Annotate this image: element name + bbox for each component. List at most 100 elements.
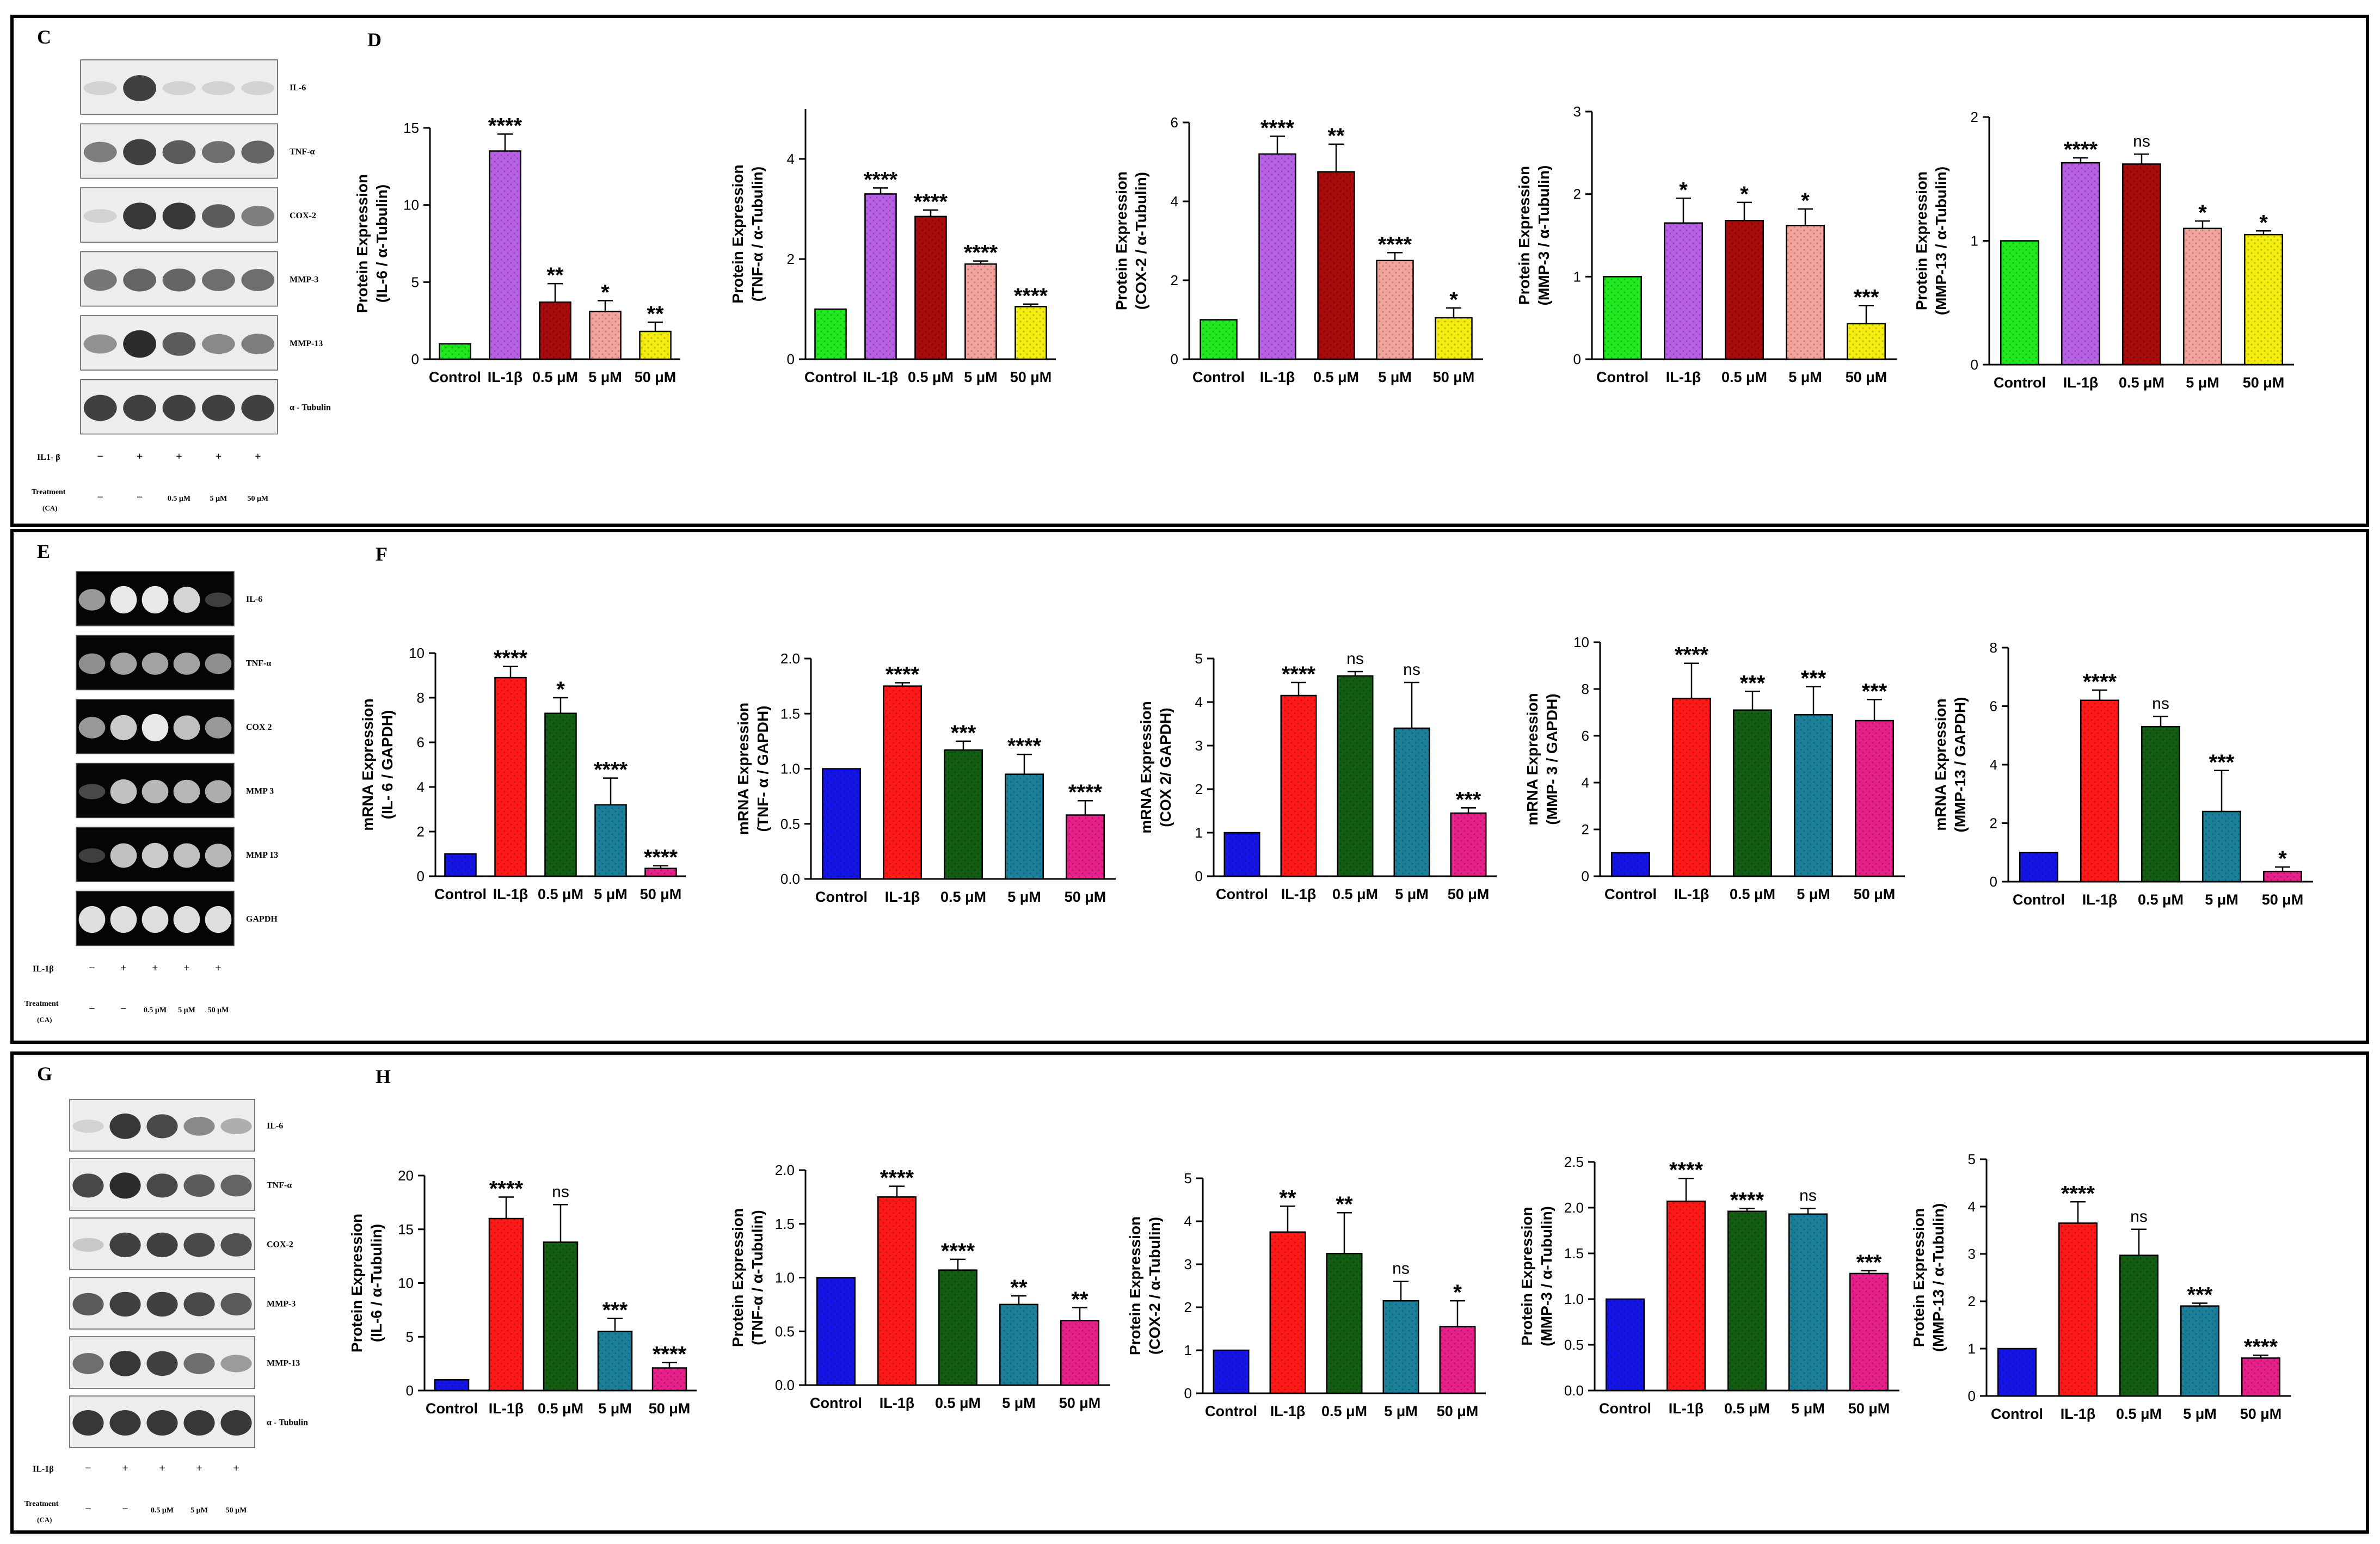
blot-band (78, 653, 106, 674)
blot-band (83, 209, 117, 223)
bar-texture (1733, 710, 1772, 876)
x-tick-label: 0.5 μM (1730, 886, 1775, 902)
bar-texture (2242, 1358, 2280, 1396)
chart-panel-letter: H (376, 1066, 391, 1087)
treatment-mark: − (120, 1003, 126, 1015)
blot-band (241, 81, 275, 95)
bar-texture (1383, 1301, 1419, 1393)
significance-label: ** (1279, 1186, 1296, 1210)
treatment-mark: 5 μM (178, 1006, 195, 1014)
x-tick-label: 50 μM (640, 886, 682, 902)
blot-band (109, 1232, 141, 1258)
significance-label: ** (546, 263, 564, 287)
significance-label: **** (594, 758, 628, 782)
blot-band (83, 142, 117, 163)
x-tick-label: IL-1β (493, 886, 528, 902)
y-tick-label: 4 (1184, 1213, 1192, 1229)
il1b-mark: − (85, 1462, 91, 1474)
y-tick-label: 1 (1573, 268, 1581, 285)
significance-label: ns (552, 1183, 569, 1201)
significance-label: *** (1801, 667, 1826, 691)
panel-EF: E F IL-6 TNF-α COX 2 MMP 3 MMP 13 GAPDH IL-1β − + +… (10, 529, 2369, 1044)
blot-band (142, 842, 169, 869)
y-tick-label: 4 (1582, 774, 1589, 791)
chart-panel-letter: D (367, 29, 382, 51)
blot-band (205, 717, 232, 739)
significance-label: * (1740, 182, 1749, 206)
y-tick-label: 4 (1195, 694, 1203, 710)
x-tick-label: Control (1991, 1406, 2043, 1422)
bar-texture (1850, 1273, 1888, 1391)
x-tick-label: 5 μM (1002, 1395, 1036, 1411)
blot-label: COX 2 (246, 723, 272, 732)
blot-panel-letter: G (37, 1063, 52, 1085)
y-tick-label: 5 (411, 274, 419, 290)
treatment-mark: − (97, 491, 103, 503)
y-axis-label: Protein Expression (729, 164, 746, 303)
significance-label: ** (1327, 124, 1345, 148)
y-tick-label: 5 (1184, 1170, 1192, 1186)
bar-texture (595, 804, 626, 876)
x-tick-label: 5 μM (1788, 369, 1822, 385)
y-tick-label: 2 (1971, 109, 1978, 125)
chart-panel-letter: F (376, 543, 388, 565)
y-axis-label: (IL- 6 / GAPDH) (379, 710, 396, 820)
bar-texture (1000, 1304, 1038, 1385)
x-tick-label: 50 μM (1433, 369, 1475, 385)
il1b-row-label: IL-1β (33, 964, 54, 974)
bar-texture (865, 194, 896, 359)
significance-label: **** (1675, 643, 1709, 667)
bar-chart: 0.0 0.5 1.0 1.5 2.0 mRNA Expression (TNF- α / … (735, 650, 1116, 905)
il1b-mark: + (176, 451, 182, 463)
y-tick-label: 2 (787, 251, 795, 267)
bar-texture (1672, 698, 1711, 876)
bar-texture (645, 868, 677, 876)
blot-label: TNF-α (267, 1181, 292, 1190)
significance-label: **** (1007, 734, 1042, 758)
blot-band (83, 395, 117, 421)
blot-band (173, 779, 200, 804)
blot-band (183, 1174, 215, 1197)
significance-label: **** (1282, 662, 1316, 686)
bar-texture (1326, 1253, 1362, 1393)
x-tick-label: 5 μM (1007, 889, 1041, 905)
blot-label: MMP 3 (246, 787, 274, 796)
x-tick-label: 5 μM (1384, 1403, 1418, 1419)
il1b-mark: + (159, 1462, 165, 1474)
y-tick-label: 15 (398, 1221, 414, 1238)
bar-texture (1855, 721, 1893, 876)
bar-texture (1450, 813, 1486, 876)
significance-label: **** (1730, 1189, 1764, 1213)
y-axis-label: (IL-6 / α-Tubulin) (368, 1224, 385, 1342)
blot-band (142, 713, 169, 742)
blot-band (142, 653, 169, 675)
blot-band (109, 1114, 141, 1139)
y-tick-label: 3 (1968, 1246, 1976, 1262)
bar-texture (1200, 319, 1237, 359)
blot-band (162, 81, 196, 95)
x-tick-label: 0.5 μM (2138, 891, 2184, 908)
x-tick-label: IL-1β (1669, 1400, 1703, 1417)
significance-label: * (2259, 211, 2268, 235)
y-tick-label: 0 (417, 868, 425, 884)
blot-band (241, 140, 275, 164)
y-axis-label: (MMP- 3 / GAPDH) (1543, 693, 1560, 825)
il1b-mark: + (183, 962, 189, 974)
blot-band (123, 330, 157, 358)
y-axis-label: (MMP-13 / α-Tubulin) (1933, 167, 1949, 315)
bar-texture (1061, 1320, 1099, 1385)
y-axis-label: (TNF-α / α-Tubulin) (749, 167, 766, 302)
y-tick-label: 10 (409, 645, 425, 661)
x-tick-label: 5 μM (1791, 1400, 1825, 1417)
significance-label: *** (1740, 671, 1766, 695)
x-tick-label: IL-1β (1666, 369, 1701, 385)
y-tick-label: 2 (1573, 186, 1581, 202)
bar-texture (439, 343, 471, 359)
significance-label: ns (2133, 132, 2150, 150)
bar-texture (545, 713, 576, 876)
blot-band (183, 1117, 215, 1136)
significance-label: ns (2130, 1208, 2148, 1226)
x-tick-label: 0.5 μM (1332, 886, 1378, 902)
y-axis-label: (TNF-α / α-Tubulin) (749, 1210, 766, 1345)
blot-band (109, 1410, 141, 1436)
